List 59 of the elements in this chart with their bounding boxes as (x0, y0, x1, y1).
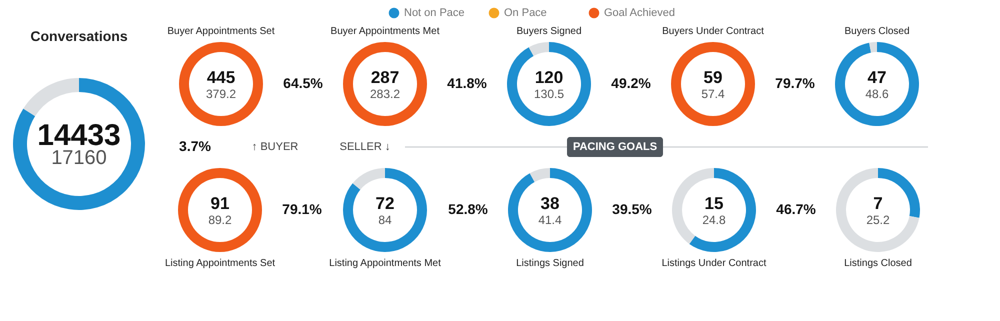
text: 91 (210, 194, 230, 213)
donut-slice (352, 168, 385, 190)
text: 130.5 (534, 87, 564, 101)
text: 89.2 (208, 213, 232, 227)
chart-title: Buyer Appointments Met (330, 26, 440, 37)
text: 445 (206, 68, 236, 87)
text: 41.8% (447, 75, 488, 91)
text: Listings Signed (516, 258, 584, 269)
text: 48.6 (865, 87, 889, 101)
category-label: On Pace (504, 7, 547, 19)
text: 3.7% (179, 138, 212, 154)
chart-title: Buyers Under Contract (662, 26, 764, 37)
text: 84 (378, 213, 392, 227)
text: PACING GOALS (572, 141, 658, 153)
text: 41.4 (538, 213, 562, 227)
category-label: Goal Achieved (604, 7, 675, 19)
text: 287 (370, 68, 400, 87)
donut-slice (23, 78, 79, 116)
donut-slice (507, 42, 591, 126)
donut-slice (869, 42, 877, 53)
text: Listing Appointments Met (329, 258, 442, 269)
chart-title: Buyer Appointments Set (167, 26, 275, 37)
text: 52.8% (448, 201, 488, 217)
chart-title: Buyers Closed (844, 26, 910, 37)
text: 72 (376, 194, 394, 213)
donut-slice (530, 168, 550, 182)
text: 39.5% (612, 201, 652, 217)
text: 49.2% (611, 75, 652, 91)
donut-slice (528, 42, 549, 56)
text: 79.7% (775, 75, 816, 91)
text: ↑ BUYER (252, 141, 298, 153)
chart-title: Buyers Signed (516, 26, 582, 37)
text: 15 (704, 194, 724, 213)
text: 24.8 (702, 213, 726, 227)
text: Listing Appointments Set (164, 258, 276, 269)
text: 47 (868, 68, 886, 87)
text: 64.5% (283, 75, 324, 91)
donut-slice (689, 168, 756, 252)
text: 17160 (51, 147, 107, 169)
text: 379.2 (206, 87, 236, 101)
text: Listings Closed (844, 258, 912, 269)
donut-slice (343, 168, 427, 252)
text: 57.4 (701, 87, 725, 101)
donut-slice (508, 168, 592, 252)
donut-slice (836, 168, 920, 252)
donut-slice (835, 42, 919, 126)
text: SELLER ↓ (340, 141, 390, 153)
text: 25.2 (866, 213, 890, 227)
text: 59 (704, 68, 722, 87)
donut-slice (13, 78, 145, 210)
text: 79.1% (282, 201, 322, 217)
text: 46.7% (776, 201, 816, 217)
text: 38 (540, 194, 560, 213)
text: Listings Under Contract (662, 258, 766, 269)
chart-title: Conversations (30, 28, 128, 44)
category-label: Not on Pace (404, 7, 465, 19)
text: 7 (873, 194, 883, 213)
text: 283.2 (370, 87, 400, 101)
text: 120 (534, 68, 564, 87)
